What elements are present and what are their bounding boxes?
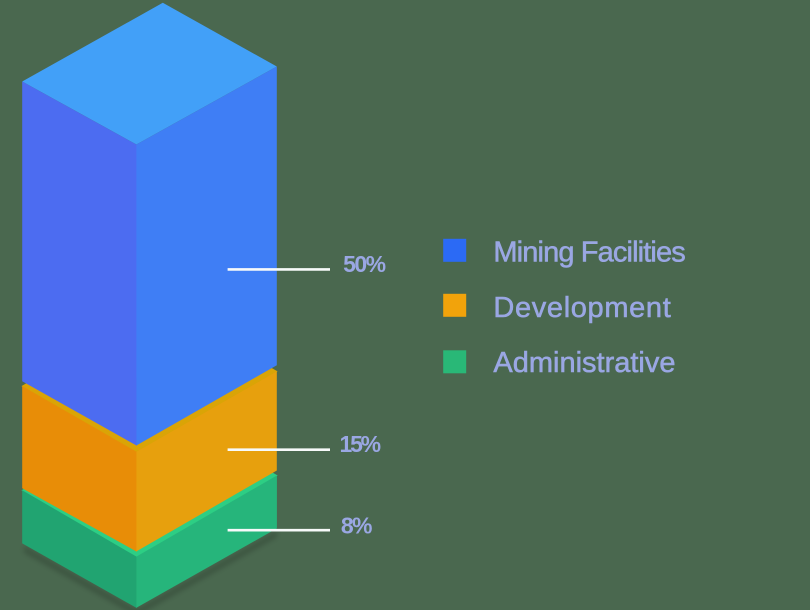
svg-text:Development: Development xyxy=(493,292,671,324)
svg-text:8%: 8% xyxy=(341,512,372,538)
svg-text:15%: 15% xyxy=(340,431,381,457)
svg-text:Mining Facilities: Mining Facilities xyxy=(493,237,685,269)
svg-text:Administrative: Administrative xyxy=(493,347,675,379)
svg-text:50%: 50% xyxy=(343,251,386,277)
